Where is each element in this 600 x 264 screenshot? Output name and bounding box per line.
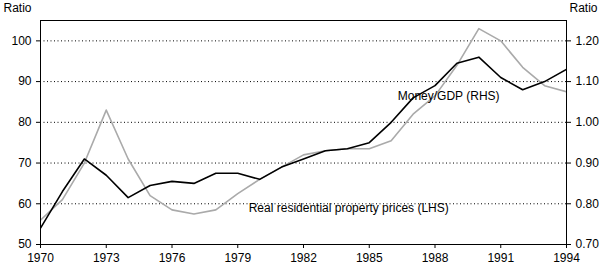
svg-text:0.90: 0.90 (576, 156, 600, 170)
svg-text:1.10: 1.10 (576, 74, 600, 88)
svg-text:100: 100 (11, 34, 31, 48)
svg-text:Money/GDP (RHS): Money/GDP (RHS) (398, 89, 500, 103)
svg-text:60: 60 (18, 197, 32, 211)
svg-text:1970: 1970 (27, 251, 54, 264)
svg-text:1979: 1979 (224, 251, 251, 264)
svg-text:1985: 1985 (356, 251, 383, 264)
svg-text:Real residential property pric: Real residential property prices (LHS) (249, 201, 449, 215)
svg-text:1988: 1988 (422, 251, 449, 264)
svg-text:Ratio: Ratio (569, 1, 597, 15)
svg-text:50: 50 (18, 237, 32, 251)
svg-text:90: 90 (18, 74, 32, 88)
svg-text:Ratio: Ratio (4, 1, 32, 15)
svg-text:1.00: 1.00 (576, 115, 600, 129)
svg-text:1982: 1982 (290, 251, 317, 264)
svg-text:1994: 1994 (553, 251, 580, 264)
svg-text:0.70: 0.70 (576, 237, 600, 251)
svg-text:0.80: 0.80 (576, 197, 600, 211)
svg-text:80: 80 (18, 115, 32, 129)
svg-text:1976: 1976 (159, 251, 186, 264)
svg-text:1973: 1973 (93, 251, 120, 264)
svg-text:1991: 1991 (487, 251, 514, 264)
svg-text:1.20: 1.20 (576, 34, 600, 48)
svg-text:70: 70 (18, 156, 32, 170)
